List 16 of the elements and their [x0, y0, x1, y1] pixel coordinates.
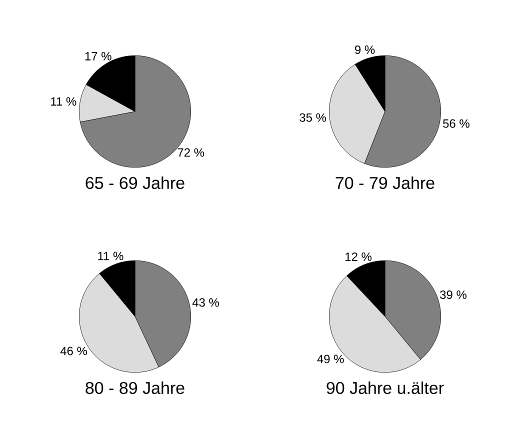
data-label: 72 %: [178, 148, 204, 157]
data-label: 39 %: [440, 290, 466, 299]
data-label: 35 %: [300, 113, 326, 122]
text: 80 - 89 Jahre: [86, 382, 184, 394]
text: 70 - 79 Jahre: [336, 176, 434, 190]
data-label: 12 %: [346, 252, 372, 261]
data-label: 49 %: [317, 354, 344, 364]
data-label: 56 %: [443, 119, 470, 128]
data-label: 17 %: [85, 52, 112, 60]
text: 90 Jahre u.älter: [326, 382, 444, 394]
text: 65 - 69 Jahre: [86, 176, 184, 190]
data-label: 11 %: [98, 252, 124, 260]
data-label: 9 %: [355, 45, 375, 54]
data-label: 46 %: [60, 346, 88, 356]
data-label: 11 %: [51, 97, 76, 106]
data-label: 43 %: [192, 298, 219, 307]
